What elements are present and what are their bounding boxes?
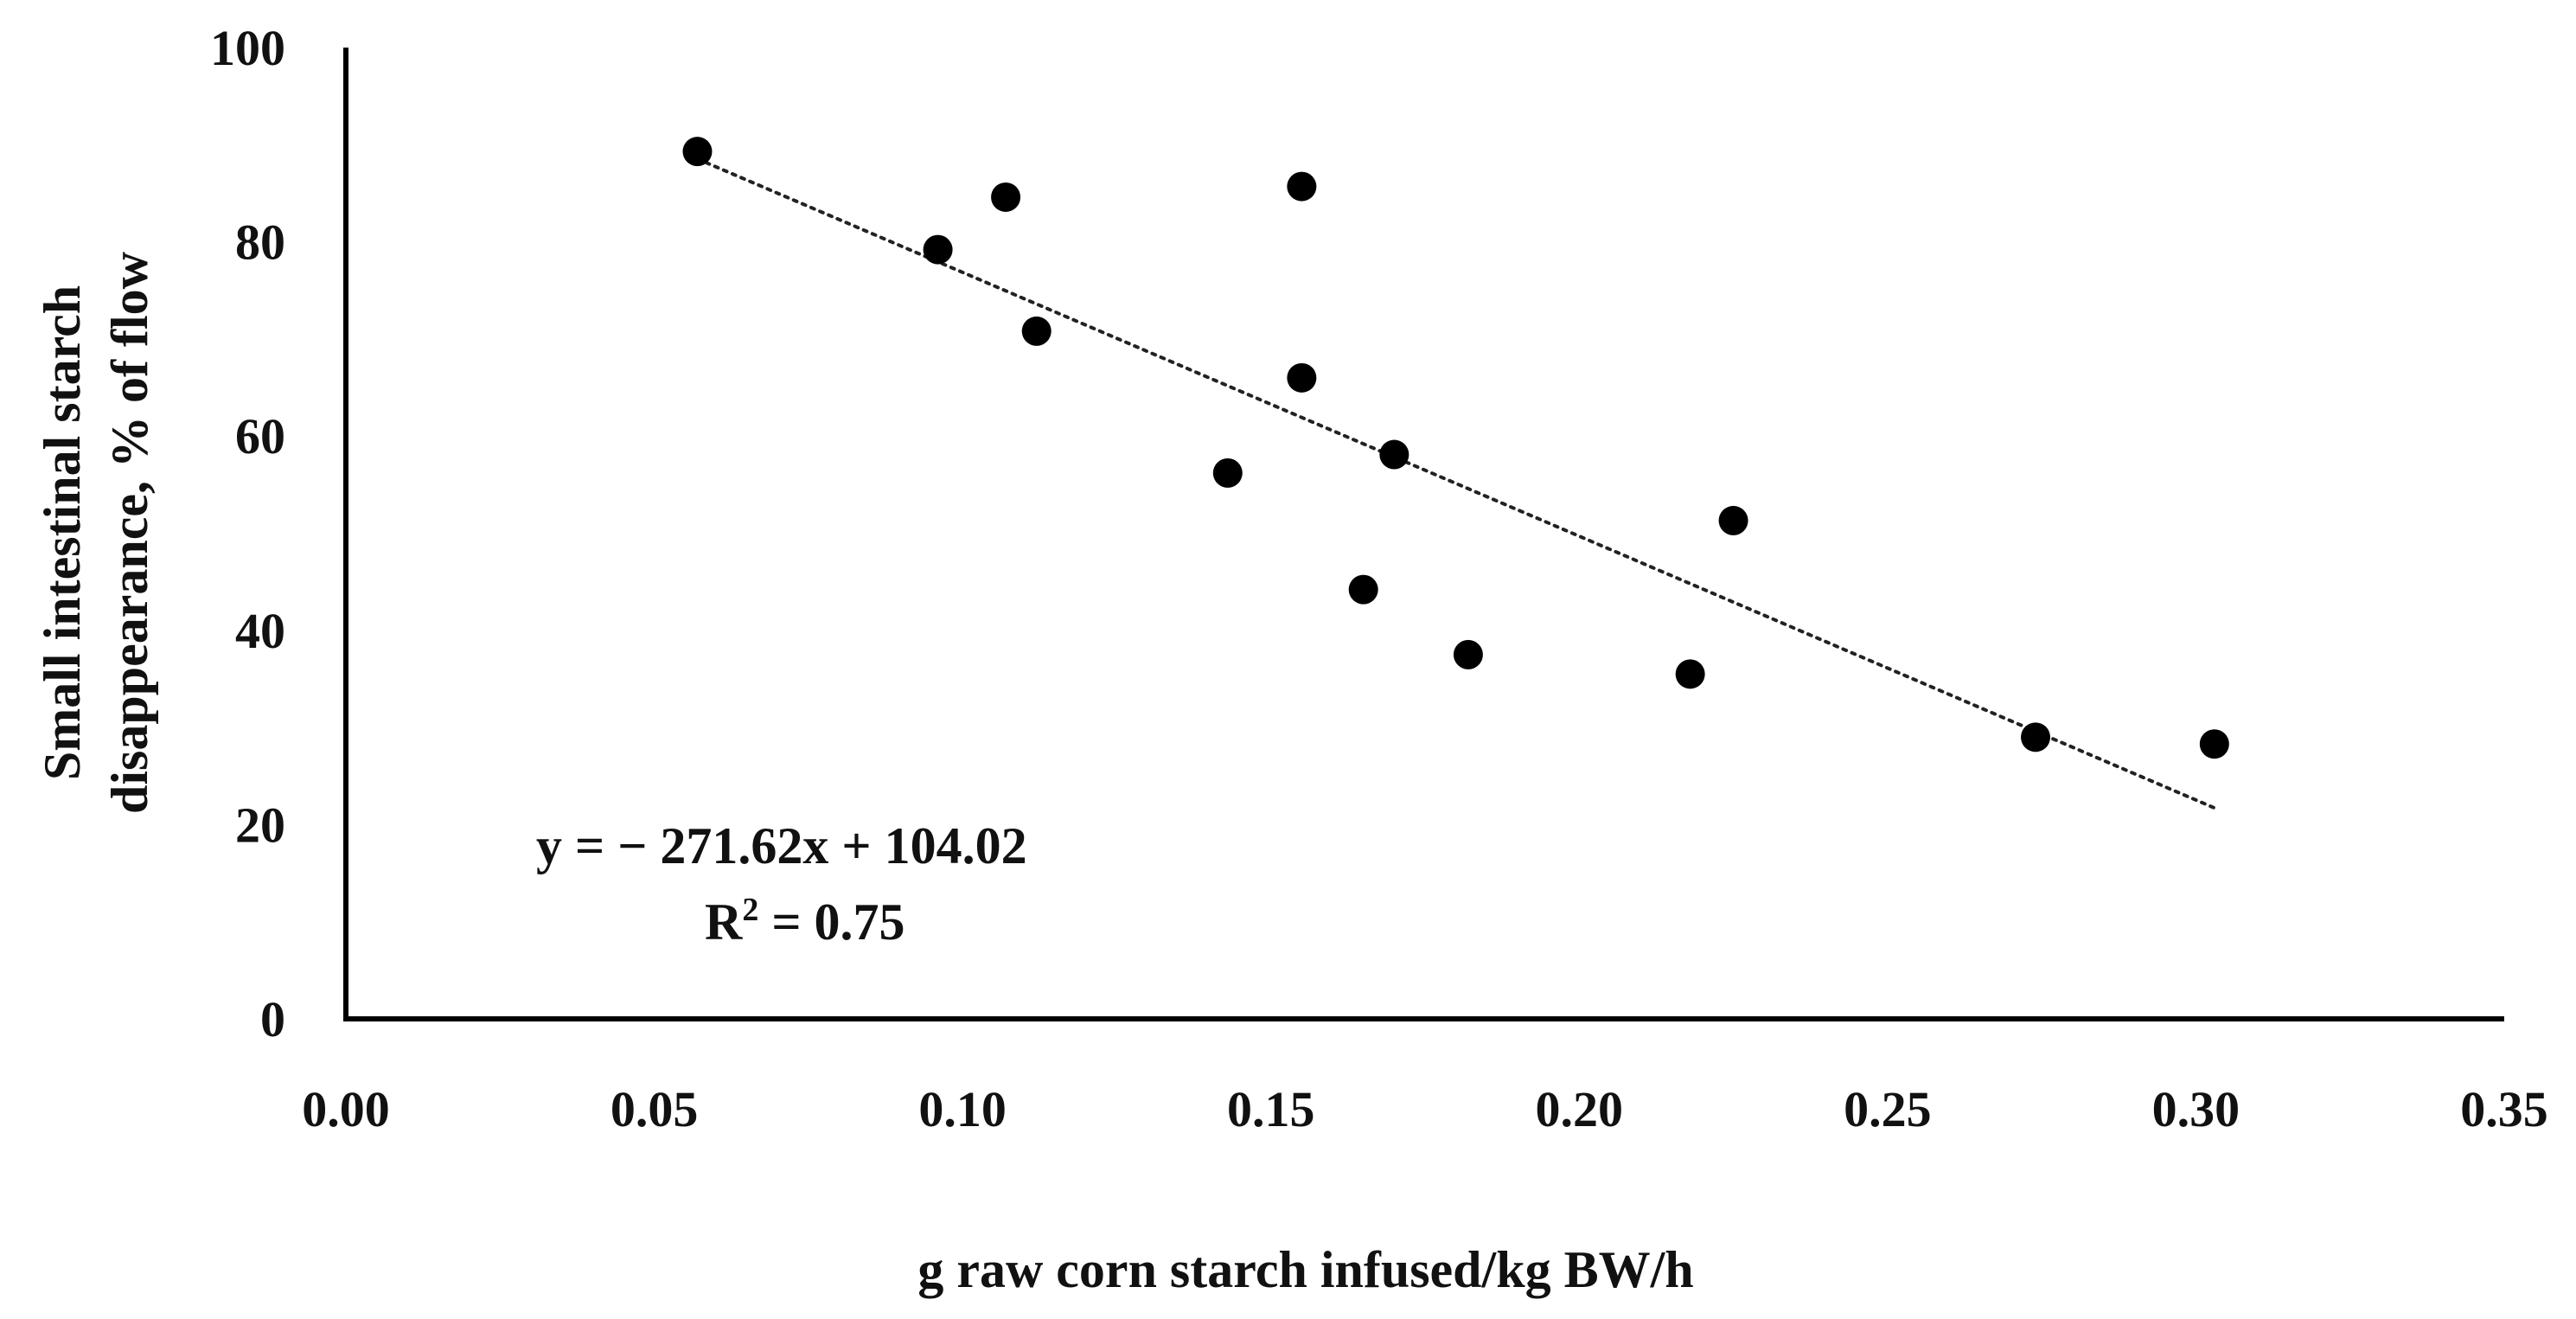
x-tick-labels: 0.00 0.05 0.10 0.15 0.20 0.25 0.30 0.35 bbox=[302, 1081, 2548, 1137]
data-point bbox=[1287, 171, 1317, 202]
x-tick-label: 0.10 bbox=[918, 1081, 1007, 1137]
data-point bbox=[1212, 458, 1243, 488]
data-point bbox=[1379, 439, 1409, 470]
y-tick-label: 0 bbox=[260, 991, 285, 1047]
data-point bbox=[1675, 659, 1705, 689]
data-point bbox=[1021, 316, 1051, 346]
x-tick-label: 0.15 bbox=[1227, 1081, 1315, 1137]
x-tick-label: 0.30 bbox=[2152, 1081, 2240, 1137]
data-point bbox=[991, 182, 1021, 212]
data-point bbox=[1348, 574, 1378, 605]
y-tick-label: 100 bbox=[210, 20, 285, 76]
data-points bbox=[682, 137, 2229, 759]
data-point bbox=[2199, 729, 2229, 759]
x-tick-label: 0.00 bbox=[302, 1081, 390, 1137]
r2-superscript: 2 bbox=[742, 892, 758, 928]
y-tick-label: 40 bbox=[235, 603, 285, 659]
y-axis-title-line-1: Small intestinal starch bbox=[34, 285, 91, 780]
axes bbox=[343, 48, 2504, 1021]
data-point bbox=[2021, 722, 2051, 752]
regression-equation: y = − 271.62x + 104.02 bbox=[536, 817, 1027, 874]
trendline bbox=[695, 157, 2216, 810]
data-point bbox=[682, 137, 713, 167]
data-point bbox=[1453, 639, 1483, 669]
data-point bbox=[1718, 505, 1748, 535]
x-axis-title: g raw corn starch infused/kg BW/h bbox=[917, 1241, 1693, 1298]
x-tick-label: 0.20 bbox=[1536, 1081, 1624, 1137]
y-tick-label: 20 bbox=[235, 797, 285, 853]
y-tick-label: 60 bbox=[235, 408, 285, 464]
y-tick-labels: 0 20 40 60 80 100 bbox=[210, 20, 285, 1047]
data-point bbox=[1287, 362, 1317, 393]
y-tick-label: 80 bbox=[235, 214, 285, 271]
x-tick-label: 0.25 bbox=[1844, 1081, 1932, 1137]
r2-value: = 0.75 bbox=[758, 893, 904, 951]
data-point bbox=[923, 234, 953, 265]
r-squared-annotation: R2 = 0.75 bbox=[705, 892, 905, 951]
x-tick-label: 0.35 bbox=[2460, 1081, 2548, 1137]
x-tick-label: 0.05 bbox=[610, 1081, 699, 1137]
y-axis-title-line-2: disappearance, % of flow bbox=[101, 251, 158, 814]
r2-label: R bbox=[705, 893, 743, 951]
